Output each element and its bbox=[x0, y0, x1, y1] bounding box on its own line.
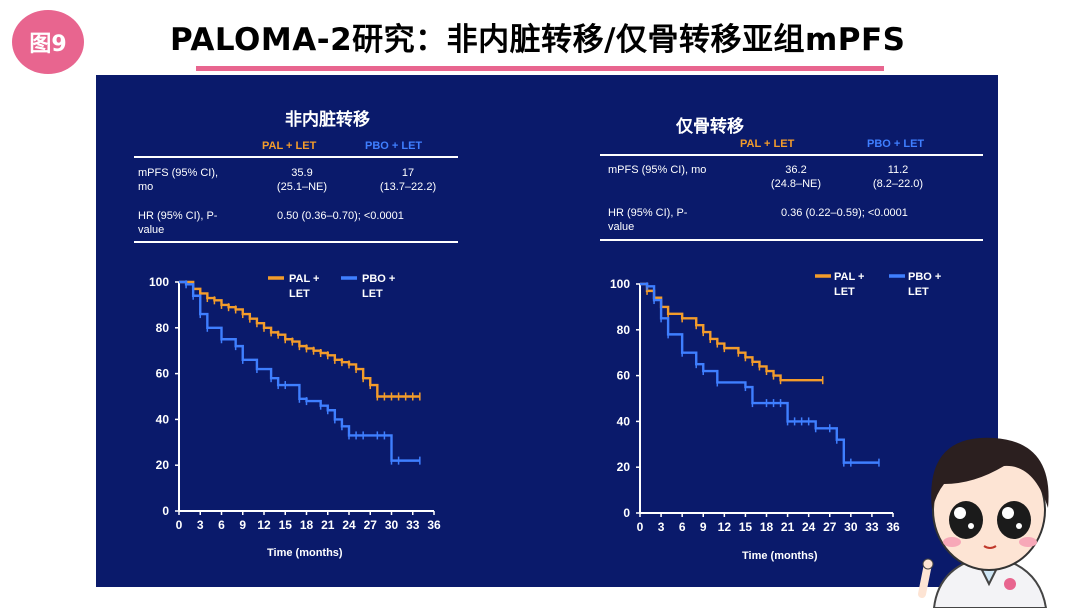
page-title: PALOMA-2研究：非内脏转移/仅骨转移亚组mPFS bbox=[170, 22, 906, 58]
x-tick-label: 18 bbox=[760, 520, 774, 534]
hr-value: 0.36 (0.22–0.59); <0.0001 bbox=[781, 207, 908, 219]
y-tick-label: 60 bbox=[617, 369, 631, 383]
hr-label-cont: value bbox=[608, 221, 635, 233]
x-tick-label: 24 bbox=[802, 520, 816, 534]
y-tick-label: 40 bbox=[156, 412, 170, 426]
x-tick-label: 33 bbox=[406, 518, 420, 532]
y-tick-label: 40 bbox=[617, 414, 631, 428]
x-tick-label: 12 bbox=[257, 518, 271, 532]
legend-pal-label: PAL + bbox=[834, 271, 865, 283]
x-tick-label: 15 bbox=[279, 518, 293, 532]
legend-pal-label-cont: LET bbox=[834, 286, 855, 298]
title-underline bbox=[196, 66, 884, 71]
col-header-pbo: PBO + LET bbox=[867, 138, 925, 150]
table-rule bbox=[134, 156, 458, 158]
legend-pal-label-cont: LET bbox=[289, 288, 310, 300]
col-header-pal: PAL + LET bbox=[262, 140, 317, 152]
x-tick-label: 3 bbox=[658, 520, 665, 534]
x-tick-label: 6 bbox=[218, 518, 225, 532]
y-tick-label: 100 bbox=[149, 275, 169, 289]
slide-area: 非内脏转移 PAL + LET PBO + LET mPFS (95% CI),… bbox=[96, 75, 998, 587]
x-tick-label: 3 bbox=[197, 518, 204, 532]
y-tick-label: 60 bbox=[156, 367, 170, 381]
x-axis-label: Time (months) bbox=[742, 550, 818, 562]
hr-value: 0.50 (0.36–0.70); <0.0001 bbox=[277, 210, 404, 222]
pbo-mpfs-ci: (13.7–22.2) bbox=[379, 181, 437, 193]
y-tick-label: 20 bbox=[617, 460, 631, 474]
pal-mpfs-ci: (25.1–NE) bbox=[276, 181, 328, 193]
panel-title: 仅骨转移 bbox=[676, 117, 744, 137]
x-tick-label: 30 bbox=[385, 518, 399, 532]
hr-label: HR (95% CI), P- bbox=[138, 210, 218, 222]
y-tick-label: 80 bbox=[156, 321, 170, 335]
col-header-pbo: PBO + LET bbox=[365, 140, 423, 152]
mpfs-label-cont: mo bbox=[138, 181, 154, 193]
x-axis-label: Time (months) bbox=[267, 547, 343, 559]
x-tick-label: 21 bbox=[781, 520, 795, 534]
x-tick-label: 0 bbox=[176, 518, 183, 532]
table-rule bbox=[600, 154, 983, 156]
x-tick-label: 0 bbox=[637, 520, 644, 534]
pbo-mpfs-value: 17 bbox=[401, 167, 415, 179]
km-curve-pbo bbox=[640, 282, 879, 464]
table-rule bbox=[600, 239, 983, 241]
legend-pbo-label: PBO + bbox=[908, 271, 942, 283]
x-tick-label: 30 bbox=[844, 520, 858, 534]
figure-number-badge: 图9 bbox=[12, 10, 84, 74]
pbo-mpfs-ci: (8.2–22.0) bbox=[872, 178, 924, 190]
x-tick-label: 9 bbox=[239, 518, 246, 532]
pal-mpfs-ci: (24.8–NE) bbox=[770, 178, 822, 190]
x-tick-label: 6 bbox=[679, 520, 686, 534]
pbo-mpfs-value: 11.2 bbox=[887, 164, 909, 176]
x-tick-label: 24 bbox=[342, 518, 356, 532]
x-tick-label: 27 bbox=[364, 518, 378, 532]
y-tick-label: 100 bbox=[610, 277, 630, 291]
y-tick-label: 80 bbox=[617, 323, 631, 337]
legend-pbo-label: PBO + bbox=[362, 273, 396, 285]
x-tick-label: 9 bbox=[700, 520, 707, 534]
panel-title: 非内脏转移 bbox=[285, 110, 370, 130]
hr-label-cont: value bbox=[138, 224, 165, 236]
hr-label: HR (95% CI), P- bbox=[608, 207, 688, 219]
table-rule bbox=[134, 241, 458, 243]
x-tick-label: 15 bbox=[739, 520, 753, 534]
pal-mpfs-value: 35.9 bbox=[291, 167, 313, 179]
legend-pal-label: PAL + bbox=[289, 273, 320, 285]
y-tick-label: 0 bbox=[162, 504, 169, 518]
doctor-mascot-illustration bbox=[918, 437, 1049, 608]
legend-pbo-label-cont: LET bbox=[908, 286, 929, 298]
col-header-pal: PAL + LET bbox=[740, 138, 795, 150]
x-tick-label: 36 bbox=[886, 520, 900, 534]
x-tick-label: 33 bbox=[865, 520, 879, 534]
mpfs-label: mPFS (95% CI), mo bbox=[608, 164, 707, 176]
x-tick-label: 36 bbox=[427, 518, 441, 532]
legend-pbo-label-cont: LET bbox=[362, 288, 383, 300]
x-tick-label: 27 bbox=[823, 520, 837, 534]
x-tick-label: 21 bbox=[321, 518, 335, 532]
x-tick-label: 18 bbox=[300, 518, 314, 532]
y-tick-label: 0 bbox=[623, 506, 630, 520]
pal-mpfs-value: 36.2 bbox=[785, 164, 807, 176]
x-tick-label: 12 bbox=[718, 520, 732, 534]
mpfs-label: mPFS (95% CI), bbox=[138, 167, 219, 179]
km-curve-pbo bbox=[179, 280, 420, 462]
y-tick-label: 20 bbox=[156, 458, 170, 472]
